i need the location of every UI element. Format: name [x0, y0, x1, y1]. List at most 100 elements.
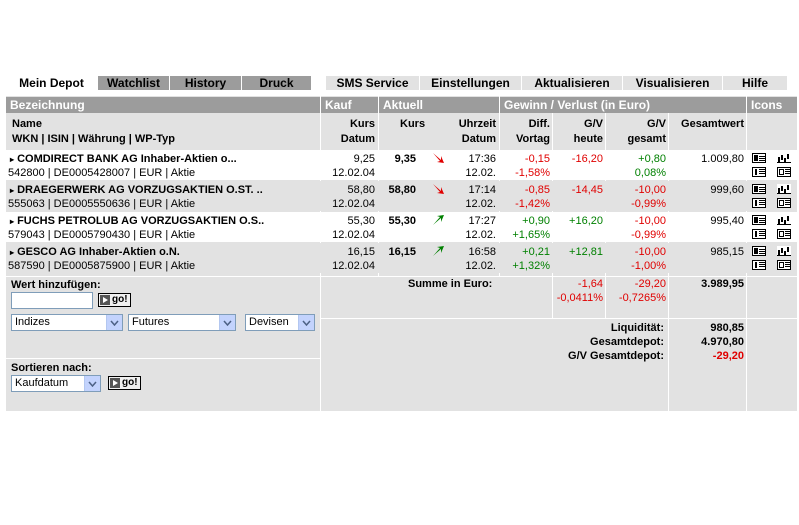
header-aktuell: Aktuell: [379, 97, 499, 113]
indizes-value: Indizes: [15, 316, 50, 328]
uhrzeit: 16:58: [468, 246, 496, 258]
tab-watchlist[interactable]: Watchlist: [98, 76, 169, 90]
diff-vortag-pct: +1,65%: [512, 229, 550, 241]
aktuell-kurs: 9,35: [394, 153, 416, 165]
tab-druck[interactable]: Druck: [242, 76, 311, 90]
tab-hilfe[interactable]: Hilfe: [723, 76, 787, 90]
arrow-down-icon: [432, 183, 446, 198]
news-icon[interactable]: [752, 229, 766, 239]
kauf-datum: 12.02.04: [332, 198, 375, 210]
gesamtwert: 999,60: [710, 184, 744, 196]
uhrzeit: 17:14: [468, 184, 496, 196]
futures-select[interactable]: Futures: [128, 314, 236, 331]
col-heute-label: heute: [573, 133, 603, 145]
kauf-datum: 12.02.04: [332, 260, 375, 272]
detail-icon[interactable]: [752, 153, 766, 163]
kauf-datum: 12.02.04: [332, 167, 375, 179]
detail-icon[interactable]: [752, 246, 766, 256]
uhrzeit: 17:27: [468, 215, 496, 227]
gv-gesamt: -10,00: [634, 184, 666, 196]
notes-icon[interactable]: [777, 167, 791, 177]
table-row: [6, 243, 797, 273]
gv-heute: +12,81: [569, 246, 603, 258]
liquiditaet-label: Liquidität:: [610, 322, 664, 334]
add-go-button[interactable]: go!: [98, 293, 131, 307]
col-diff-label: Diff.: [528, 118, 550, 130]
gv-gesamt: -10,00: [634, 215, 666, 227]
diff-vortag-pct: -1,42%: [515, 198, 550, 210]
gesamtwert: 995,40: [710, 215, 744, 227]
stock-info: 542800 | DE0005428007 | EUR | Aktie: [8, 167, 196, 179]
chart-icon[interactable]: [777, 184, 791, 194]
header-kauf: Kauf: [321, 97, 378, 113]
col-vortag-label: Vortag: [515, 133, 550, 145]
news-icon[interactable]: [752, 260, 766, 270]
tab-sms-service[interactable]: SMS Service: [326, 76, 419, 90]
stock-info: 579043 | DE0005790430 | EUR | Aktie: [8, 229, 196, 241]
devisen-select[interactable]: Devisen: [245, 314, 315, 331]
chart-icon[interactable]: [777, 215, 791, 225]
kauf-kurs: 55,30: [347, 215, 375, 227]
col-uhrzeit-label: Uhrzeit: [458, 118, 496, 130]
kauf-kurs: 58,80: [347, 184, 375, 196]
chart-icon[interactable]: [777, 153, 791, 163]
play-icon: [100, 295, 110, 305]
gesamtwert: 1.009,80: [701, 153, 744, 165]
gv-heute: -16,20: [571, 153, 603, 165]
col-name-label: Name: [12, 118, 42, 130]
datum: 12.02.: [465, 198, 496, 210]
summe-gesamt-pct: -0,7265%: [618, 292, 666, 304]
stock-name: GESCO AG Inhaber-Aktien o.N.: [17, 246, 180, 258]
chevron-down-icon: [84, 376, 100, 391]
notes-icon[interactable]: [777, 198, 791, 208]
gv-gesamtdepot-label: G/V Gesamtdepot:: [568, 350, 664, 362]
sort-value: Kaufdatum: [15, 377, 69, 389]
tab-visualisieren[interactable]: Visualisieren: [623, 76, 722, 90]
tab-history[interactable]: History: [170, 76, 241, 90]
stock-name: FUCHS PETROLUB AG VORZUGSAKTIEN O.S..: [17, 215, 265, 227]
datum: 12.02.: [465, 229, 496, 241]
stock-info: 587590 | DE0005875900 | EUR | Aktie: [8, 260, 196, 272]
header-gewinn-verlust: Gewinn / Verlust (in Euro): [500, 97, 746, 113]
gesamtwert: 985,15: [710, 246, 744, 258]
news-icon[interactable]: [752, 198, 766, 208]
gv-gesamt-pct: 0,08%: [634, 167, 666, 179]
tab-einstellungen[interactable]: Einstellungen: [420, 76, 521, 90]
stock-name-link[interactable]: ▸ COMDIRECT BANK AG Inhaber-Aktien o...: [10, 153, 237, 165]
diff-vortag-pct: +1,32%: [512, 260, 550, 272]
futures-value: Futures: [132, 316, 170, 328]
indizes-select[interactable]: Indizes: [11, 314, 123, 331]
stock-name-link[interactable]: ▸ DRAEGERWERK AG VORZUGSAKTIEN O.ST. ..: [10, 184, 263, 196]
add-label: Wert hinzufügen:: [11, 279, 101, 291]
gv-heute: +16,20: [569, 215, 603, 227]
header-icons: Icons: [747, 97, 797, 113]
chart-icon[interactable]: [777, 246, 791, 256]
detail-icon[interactable]: [752, 215, 766, 225]
summe-heute: -1,64: [577, 278, 603, 290]
news-icon[interactable]: [752, 167, 766, 177]
kauf-datum: 12.02.04: [332, 229, 375, 241]
col-gv-gesamt-label: G/V: [647, 118, 666, 130]
diff-vortag: -0,15: [524, 153, 550, 165]
notes-icon[interactable]: [777, 229, 791, 239]
col-wkn-label: WKN | ISIN | Währung | WP-Typ: [12, 133, 176, 145]
gv-gesamt-pct: -0,99%: [631, 229, 666, 241]
tab-mein-depot[interactable]: Mein Depot: [6, 76, 97, 90]
chevron-down-icon: [106, 315, 122, 330]
tab-aktualisieren[interactable]: Aktualisieren: [522, 76, 622, 90]
sort-go-button[interactable]: go!: [108, 376, 141, 390]
chevron-down-icon: [219, 315, 235, 330]
col-gv-heute-label: G/V: [584, 118, 603, 130]
sort-select[interactable]: Kaufdatum: [11, 375, 101, 392]
stock-name-link[interactable]: ▸ GESCO AG Inhaber-Aktien o.N.: [10, 246, 180, 258]
header-bezeichnung: Bezeichnung: [6, 97, 320, 113]
aktuell-kurs: 16,15: [388, 246, 416, 258]
aktuell-kurs: 58,80: [388, 184, 416, 196]
detail-icon[interactable]: [752, 184, 766, 194]
add-value-input[interactable]: [11, 292, 93, 309]
notes-icon[interactable]: [777, 260, 791, 270]
divider: [6, 358, 320, 359]
stock-name-link[interactable]: ▸ FUCHS PETROLUB AG VORZUGSAKTIEN O.S..: [10, 215, 265, 227]
kauf-kurs: 9,25: [353, 153, 375, 165]
play-icon: [110, 378, 120, 388]
